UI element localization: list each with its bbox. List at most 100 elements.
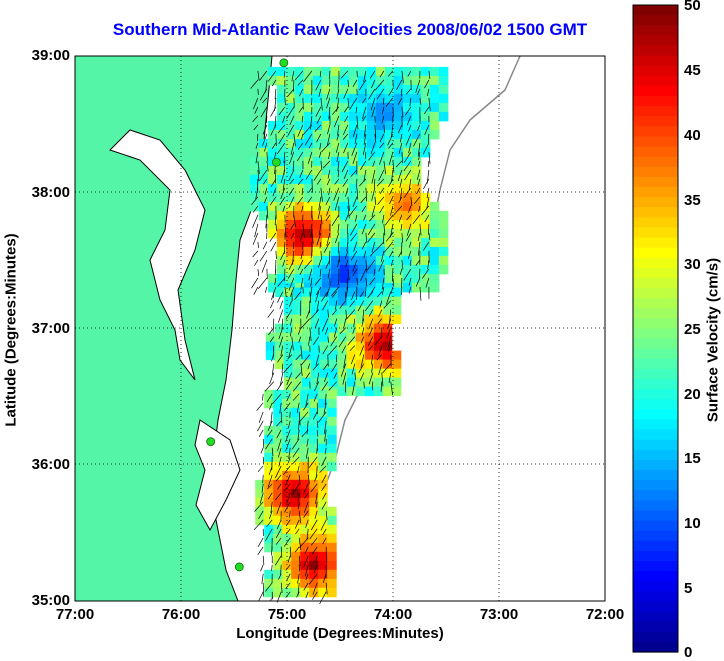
velocity-cell bbox=[291, 480, 301, 490]
velocity-cell bbox=[367, 76, 377, 86]
velocity-cell bbox=[403, 265, 413, 275]
velocity-cell bbox=[291, 588, 301, 598]
colorbar-tick-label: 25 bbox=[684, 321, 701, 338]
velocity-cell bbox=[273, 426, 283, 436]
velocity-cell bbox=[367, 67, 377, 77]
colorbar-segment bbox=[633, 86, 678, 97]
velocity-cell bbox=[340, 85, 350, 95]
velocity-cell bbox=[365, 306, 375, 316]
velocity-cell bbox=[309, 543, 319, 553]
velocity-cell bbox=[313, 130, 323, 140]
velocity-cell bbox=[309, 390, 319, 400]
x-tick-label: 75:00 bbox=[257, 606, 317, 623]
velocity-cell bbox=[309, 516, 319, 526]
velocity-cell bbox=[282, 534, 292, 544]
velocity-cell bbox=[327, 507, 337, 517]
velocity-cell bbox=[356, 387, 366, 397]
velocity-cell bbox=[327, 525, 337, 535]
velocity-cell bbox=[439, 265, 449, 275]
velocity-cell bbox=[259, 166, 269, 176]
velocity-cell bbox=[295, 76, 305, 86]
colorbar-segment bbox=[633, 147, 678, 158]
colorbar-segment bbox=[633, 268, 678, 279]
x-tick-label: 73:00 bbox=[469, 606, 529, 623]
velocity-cell bbox=[320, 378, 330, 388]
velocity-cell bbox=[322, 256, 332, 266]
colorbar-segment bbox=[633, 207, 678, 218]
velocity-cell bbox=[327, 570, 337, 580]
colorbar-segment bbox=[633, 96, 678, 107]
velocity-cell bbox=[318, 588, 328, 598]
velocity-cell bbox=[255, 516, 265, 526]
velocity-cell bbox=[277, 193, 287, 203]
velocity-cell bbox=[259, 193, 269, 203]
velocity-cell bbox=[264, 525, 274, 535]
velocity-cell bbox=[322, 139, 332, 149]
velocity-cell bbox=[358, 238, 368, 248]
velocity-cell bbox=[421, 139, 431, 149]
colorbar-segment bbox=[633, 238, 678, 249]
velocity-cell bbox=[329, 369, 339, 379]
velocity-cell bbox=[356, 342, 366, 352]
velocity-cell bbox=[329, 333, 339, 343]
velocity-cell bbox=[322, 238, 332, 248]
velocity-cell bbox=[264, 390, 274, 400]
velocity-cell bbox=[349, 220, 359, 230]
velocity-cell bbox=[376, 85, 386, 95]
velocity-cell bbox=[439, 103, 449, 113]
colorbar-segment bbox=[633, 642, 678, 653]
colorbar-segment bbox=[633, 329, 678, 340]
velocity-cell bbox=[367, 220, 377, 230]
colorbar-tick-label: 0 bbox=[684, 644, 692, 661]
velocity-cell bbox=[286, 166, 296, 176]
velocity-cell bbox=[327, 435, 337, 445]
colorbar-segment bbox=[633, 318, 678, 329]
velocity-cell bbox=[358, 211, 368, 221]
velocity-cell bbox=[264, 399, 274, 409]
velocity-cell bbox=[374, 387, 384, 397]
velocity-cell bbox=[430, 121, 440, 130]
velocity-cell bbox=[430, 229, 440, 239]
velocity-cell bbox=[313, 166, 323, 176]
velocity-cell bbox=[322, 193, 332, 203]
x-tick-label: 72:00 bbox=[575, 606, 635, 623]
colorbar-segment bbox=[633, 622, 678, 633]
velocity-cell bbox=[421, 238, 431, 248]
colorbar-segment bbox=[633, 369, 678, 380]
velocity-cell bbox=[349, 247, 359, 257]
velocity-cell bbox=[327, 444, 337, 454]
y-tick-label: 38:00 bbox=[16, 184, 70, 201]
velocity-cell bbox=[430, 211, 440, 221]
velocity-cell bbox=[300, 399, 310, 409]
colorbar-segment bbox=[633, 278, 678, 289]
velocity-cell bbox=[282, 570, 292, 580]
velocity-cell bbox=[430, 112, 440, 122]
velocity-cell bbox=[318, 489, 328, 499]
colorbar-tick-label: 30 bbox=[684, 256, 701, 273]
velocity-cell bbox=[340, 175, 350, 185]
velocity-cell bbox=[291, 435, 301, 445]
velocity-cell bbox=[284, 369, 294, 379]
velocity-cell bbox=[439, 76, 449, 86]
y-tick-label: 39:00 bbox=[16, 47, 70, 64]
velocity-cell bbox=[277, 130, 287, 140]
velocity-cell bbox=[430, 85, 440, 95]
velocity-cell bbox=[430, 283, 440, 293]
velocity-cell bbox=[430, 274, 440, 284]
colorbar-segment bbox=[633, 66, 678, 77]
velocity-cell bbox=[376, 130, 386, 140]
colorbar-tick-label: 35 bbox=[684, 192, 701, 209]
colorbar-segment bbox=[633, 531, 678, 542]
velocity-cell bbox=[439, 94, 449, 104]
velocity-cell bbox=[394, 76, 404, 86]
velocity-cell bbox=[255, 507, 265, 517]
velocity-cell bbox=[273, 525, 283, 535]
velocity-cell bbox=[273, 462, 283, 472]
velocity-cell bbox=[394, 94, 404, 104]
colorbar-segment bbox=[633, 177, 678, 188]
velocity-cell bbox=[327, 462, 337, 472]
velocity-cell bbox=[358, 112, 368, 122]
colorbar-segment bbox=[633, 460, 678, 471]
velocity-cell bbox=[430, 94, 440, 104]
colorbar-segment bbox=[633, 571, 678, 582]
